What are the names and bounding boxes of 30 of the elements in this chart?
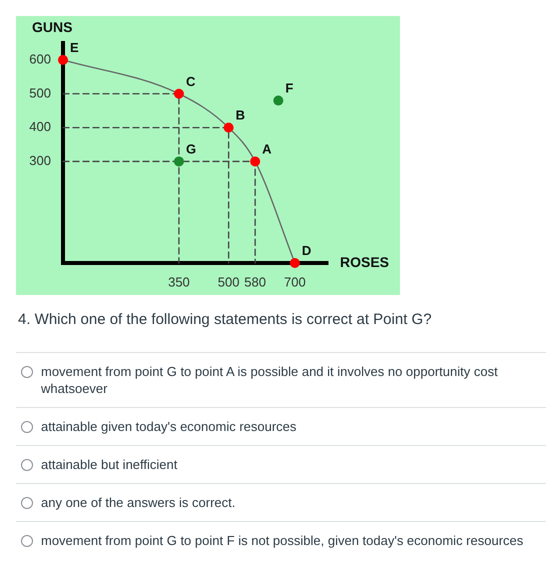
text: movement from point G to point F is not possible, given today's economic resources xyxy=(41,532,524,549)
y-axis-title: GUNS xyxy=(32,18,72,35)
annotation: C xyxy=(186,74,196,89)
x-tick-label: 350 xyxy=(168,274,190,290)
y-tick-label: 300 xyxy=(29,153,51,168)
text: movement from point G to point A is possible and it involves no opportunity cost whatsoever xyxy=(41,363,499,397)
text: any one of the answers is correct. xyxy=(41,494,236,511)
point xyxy=(58,54,68,65)
point xyxy=(273,96,284,106)
annotation: D xyxy=(302,243,312,258)
x-axis-title: ROSES xyxy=(340,254,390,270)
text: attainable given today's economic resources xyxy=(41,418,298,435)
x-tick-label: 580 xyxy=(244,274,266,290)
x-tick-label: 700 xyxy=(284,274,306,290)
point xyxy=(224,122,234,133)
annotation: B xyxy=(236,108,246,123)
annotation: F xyxy=(285,80,294,96)
annotation: E xyxy=(70,40,79,55)
point xyxy=(174,156,184,166)
y-tick-label: 500 xyxy=(29,85,51,100)
annotation: G xyxy=(186,142,196,157)
annotation: A xyxy=(262,142,272,157)
point xyxy=(290,258,300,268)
y-tick-label: 600 xyxy=(29,52,51,66)
text: attainable but inefficient xyxy=(41,456,178,473)
x-tick-label: 500 xyxy=(218,274,240,290)
y-tick-label: 400 xyxy=(29,119,51,134)
point xyxy=(250,156,260,166)
text: 4. Which one of the following statements is correct at Point G? xyxy=(18,311,432,328)
point xyxy=(174,88,184,99)
